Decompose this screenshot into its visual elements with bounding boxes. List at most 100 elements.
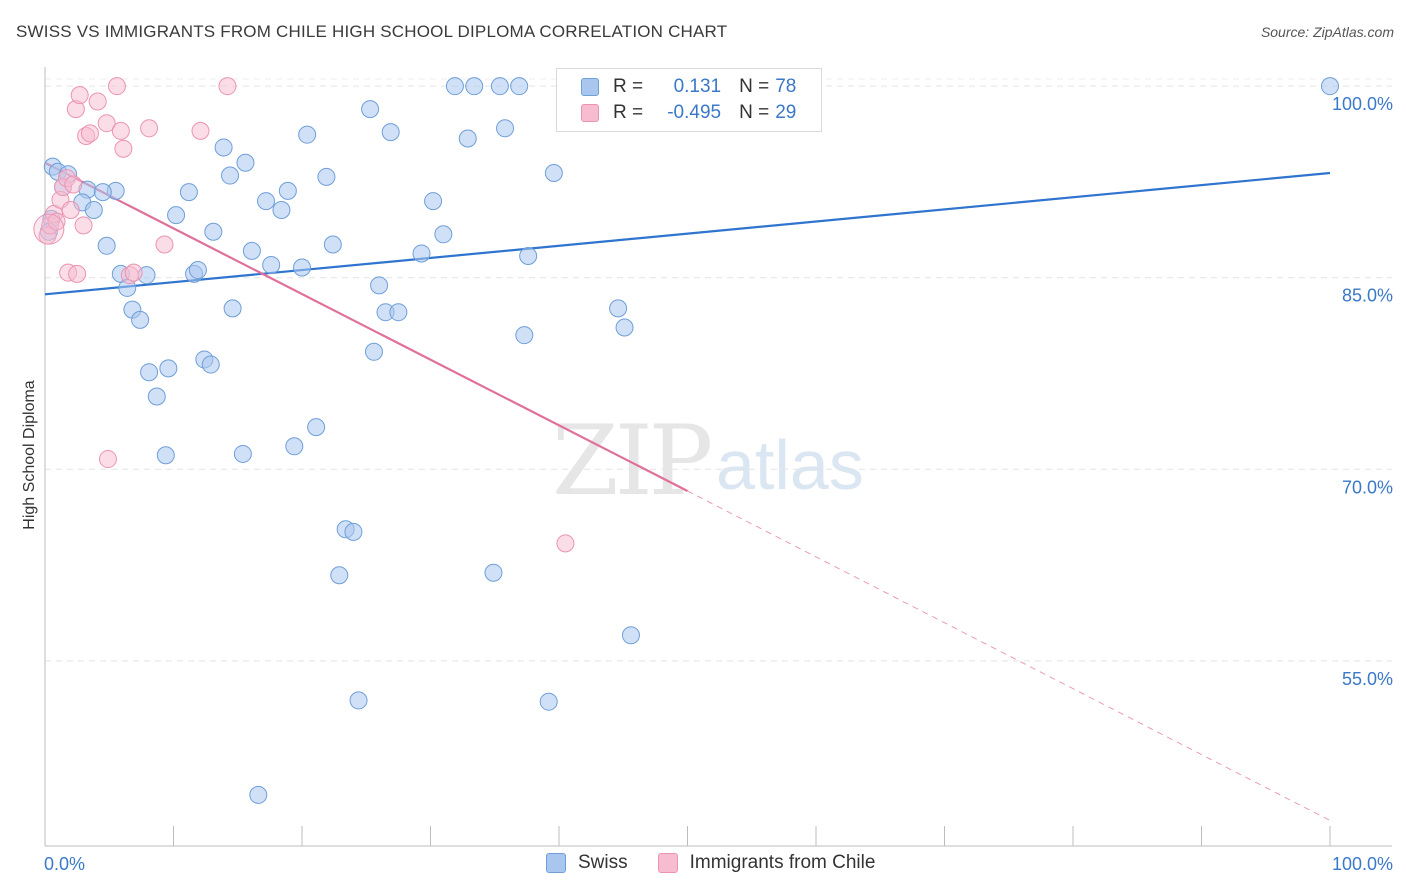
legend-row-swiss: R = 0.131 N = 78	[581, 74, 796, 100]
y-axis-label: High School Diploma	[21, 380, 38, 530]
chile-r-value: -0.495	[667, 102, 722, 123]
swiss-n-value: 78	[775, 76, 797, 97]
chile-point-14	[88, 92, 107, 111]
swiss-point-19	[159, 359, 178, 378]
swiss-point-33	[233, 444, 252, 463]
chile-trend-line-extension	[687, 490, 1331, 821]
chile-point-17	[111, 121, 130, 140]
swiss-point-42	[307, 418, 326, 437]
swiss-point-43	[317, 167, 336, 186]
legend-item-swiss: Swiss	[546, 852, 628, 874]
legend-swatch-swiss	[546, 853, 566, 873]
legend-row-chile: R = -0.495 N = 29	[581, 100, 796, 126]
swiss-point-35	[257, 192, 276, 211]
swiss-point-68	[544, 163, 563, 182]
swiss-point-45	[330, 566, 349, 585]
chile-point-20	[140, 119, 159, 138]
swiss-point-24	[188, 261, 207, 280]
chile-point-24	[98, 450, 117, 469]
swiss-point-34	[249, 785, 268, 804]
swiss-point-48	[349, 691, 368, 710]
swiss-point-73	[621, 626, 640, 645]
chile-point-26	[68, 264, 87, 283]
swiss-point-30	[223, 299, 242, 318]
swiss-point-41	[298, 125, 317, 144]
chile-point-3	[47, 212, 66, 231]
swiss-point-60	[465, 77, 484, 96]
correlation-legend: R = 0.131 N = 78 R = -0.495 N = 29	[556, 68, 822, 132]
chile-point-23	[218, 77, 237, 96]
swiss-point-57	[434, 225, 453, 244]
swiss-point-28	[214, 138, 233, 157]
chile-point-27	[124, 263, 143, 282]
swiss-point-49	[361, 100, 380, 119]
watermark-zip: ZIP	[552, 405, 713, 517]
axes	[44, 67, 1392, 847]
swiss-point-65	[515, 326, 534, 345]
swiss-point-62	[490, 77, 509, 96]
y-tick-label-3: 100.0%	[1332, 94, 1393, 114]
swiss-point-67	[539, 692, 558, 711]
swiss-r-label: R =	[613, 76, 644, 97]
chile-points	[33, 77, 575, 553]
swiss-point-18	[147, 387, 166, 406]
swiss-point-39	[285, 437, 304, 456]
chile-point-8	[64, 175, 83, 194]
swiss-point-61	[484, 563, 503, 582]
swiss-point-38	[278, 181, 297, 200]
swiss-trend-line	[44, 171, 1331, 296]
chile-point-21	[155, 235, 174, 254]
chile-point-18	[114, 139, 133, 158]
watermark-atlas: atlas	[716, 426, 864, 504]
y-tick-label-2: 85.0%	[1342, 286, 1393, 306]
swiss-point-47	[344, 522, 363, 541]
swiss-point-29	[221, 166, 240, 185]
chart-title: SWISS VS IMMIGRANTS FROM CHILE HIGH SCHO…	[16, 22, 728, 41]
swiss-n-label: N =	[739, 76, 770, 97]
swiss-point-53	[381, 123, 400, 142]
y-tick-label-0: 55.0%	[1342, 669, 1393, 689]
chile-point-28	[556, 534, 575, 553]
legend-label-swiss: Swiss	[578, 852, 628, 873]
swiss-point-55	[412, 244, 431, 263]
swiss-swatch	[581, 78, 599, 96]
swiss-point-20	[156, 446, 175, 465]
x-tick-label-0: 0.0%	[44, 854, 85, 874]
legend-label-chile: Immigrants from Chile	[689, 852, 876, 873]
trend-lines	[44, 161, 1331, 821]
swiss-point-6	[93, 183, 112, 202]
swiss-point-36	[262, 255, 281, 274]
chile-swatch	[581, 104, 599, 122]
swiss-point-40	[293, 258, 311, 277]
chile-trend-line	[44, 161, 689, 492]
legend-item-chile: Immigrants from Chile	[657, 852, 876, 874]
chile-point-7	[61, 201, 80, 220]
chile-point-15	[97, 114, 116, 133]
swiss-point-21	[179, 183, 198, 202]
swiss-point-37	[272, 201, 291, 220]
chile-point-16	[107, 77, 126, 96]
swiss-point-64	[510, 77, 529, 96]
chile-r-label: R =	[613, 102, 644, 123]
swiss-point-27	[204, 222, 223, 241]
chile-n-label: N =	[739, 102, 770, 123]
swiss-point-72	[615, 318, 634, 337]
swiss-point-8	[84, 201, 103, 220]
swiss-point-22	[167, 206, 186, 225]
tick-labels: 55.0% 70.0% 85.0% 100.0% 0.0% 100.0%	[44, 94, 1393, 874]
swiss-point-63	[496, 119, 515, 138]
swiss-point-59	[458, 129, 477, 148]
swiss-point-54	[389, 303, 408, 322]
swiss-point-56	[424, 192, 443, 211]
x-tick-label-1: 100.0%	[1332, 854, 1393, 874]
swiss-point-16	[131, 310, 150, 329]
swiss-point-50	[364, 342, 383, 361]
swiss-point-51	[370, 276, 389, 295]
swiss-point-71	[609, 299, 628, 318]
chile-n-value: 29	[775, 102, 797, 123]
swiss-point-31	[236, 153, 255, 172]
chile-point-22	[191, 121, 210, 140]
swiss-point-17	[140, 363, 159, 382]
y-tick-label-1: 70.0%	[1342, 477, 1393, 497]
